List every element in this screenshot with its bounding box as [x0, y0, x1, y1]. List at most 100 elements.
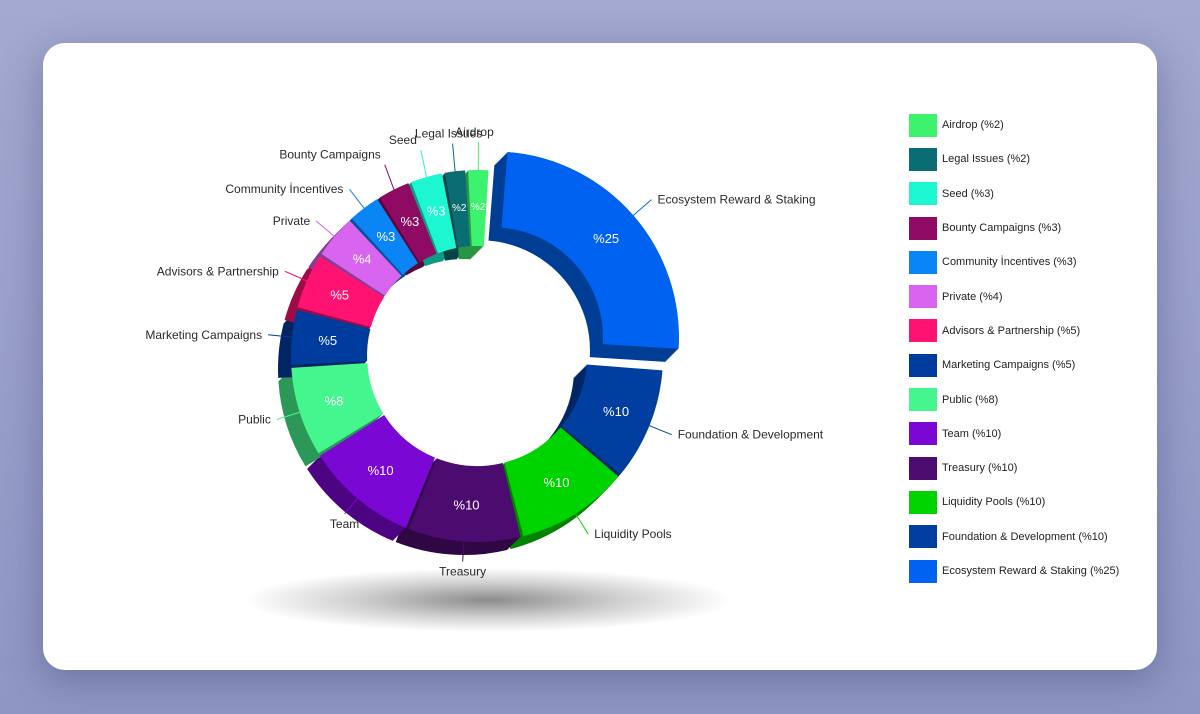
callout-line	[349, 188, 366, 211]
slice-value-label: %25	[593, 231, 619, 246]
legend-item[interactable]: Liquidity Pools (%10)	[909, 485, 1149, 519]
callout-label: Bounty Campaigns	[279, 148, 380, 162]
legend-label: Ecosystem Reward & Staking (%25)	[942, 565, 1120, 577]
legend-swatch	[909, 319, 937, 343]
callout-label: Team	[330, 517, 359, 531]
legend-item[interactable]: Seed (%3)	[909, 177, 1149, 211]
legend-swatch	[909, 388, 937, 412]
slice-value-label: %10	[368, 463, 394, 478]
legend-swatch	[909, 525, 937, 549]
slice-bounty-campaigns[interactable]	[379, 183, 437, 263]
legend-item[interactable]: Private (%4)	[909, 279, 1149, 313]
slice-community-i-ncentives[interactable]	[351, 199, 418, 275]
legend-label: Bounty Campaigns (%3)	[942, 222, 1062, 235]
legend-item[interactable]: Team (%10)	[909, 417, 1149, 451]
callout-line	[420, 149, 428, 180]
slice-value-label: %2	[452, 203, 467, 214]
legend-label: Marketing Campaigns (%5)	[942, 359, 1076, 372]
legend-swatch	[909, 285, 937, 309]
slice-value-label: %4	[353, 252, 372, 267]
slice-marketing-campaigns[interactable]	[291, 309, 371, 365]
callout-line	[276, 411, 302, 420]
legend-label: Team (%10)	[942, 427, 1002, 440]
legend-item[interactable]: Advisors & Partnership (%5)	[909, 314, 1149, 348]
callout-label: Seed	[389, 133, 417, 147]
callout-line	[315, 220, 337, 239]
slice-value-label: %3	[376, 229, 395, 244]
legend-label: Treasury (%10)	[942, 462, 1018, 475]
legend-label: Seed (%3)	[942, 187, 994, 200]
callout-label: Foundation & Development	[678, 428, 824, 442]
legend-item[interactable]: Ecosystem Reward & Staking (%25)	[909, 554, 1149, 588]
callout-line	[344, 496, 360, 515]
legend-item[interactable]: Bounty Campaigns (%3)	[909, 211, 1149, 245]
callout-line	[462, 539, 465, 562]
legend-swatch	[909, 147, 937, 171]
legend-label: Foundation & Development (%10)	[942, 530, 1108, 543]
callout-label: Advisors & Partnership	[157, 264, 279, 278]
legend-label: Public (%8)	[942, 393, 999, 406]
callout-label: Public	[238, 412, 271, 426]
legend-label: Community İncentives (%3)	[942, 256, 1077, 269]
legend-swatch	[909, 250, 937, 274]
slice-value-label: %10	[603, 404, 629, 419]
legend-swatch	[909, 216, 937, 240]
legend-item[interactable]: Public (%8)	[909, 382, 1149, 416]
legend-swatch	[909, 490, 937, 514]
callout-label: Liquidity Pools	[594, 527, 671, 541]
slice-public[interactable]	[291, 363, 384, 454]
slice-foundation-development[interactable]	[561, 364, 663, 475]
slice-value-label: %2	[471, 202, 486, 213]
legend-swatch	[909, 559, 937, 583]
callout-line	[574, 511, 589, 535]
callout-line	[268, 334, 294, 338]
callout-label: Private	[273, 214, 311, 228]
legend-swatch	[909, 422, 937, 446]
legend-item[interactable]: Foundation & Development (%10)	[909, 520, 1149, 554]
callout-line	[631, 199, 652, 218]
slice-team[interactable]	[320, 415, 435, 528]
legend-swatch	[909, 353, 937, 377]
legend-label: Liquidity Pools (%10)	[942, 496, 1046, 509]
callout-label: Airdrop	[455, 125, 494, 139]
legend-swatch	[909, 456, 937, 480]
slice-value-label: %10	[543, 475, 569, 490]
legend-label: Advisors & Partnership (%5)	[942, 324, 1081, 337]
legend-label: Airdrop (%2)	[942, 119, 1004, 132]
callout-label: Ecosystem Reward & Staking	[657, 193, 815, 207]
callout-line	[452, 143, 456, 174]
slice-private[interactable]	[321, 220, 402, 296]
legend-item[interactable]: Marketing Campaigns (%5)	[909, 348, 1149, 382]
callout-line	[647, 424, 672, 436]
legend-item[interactable]: Treasury (%10)	[909, 451, 1149, 485]
slice-treasury[interactable]	[408, 458, 521, 542]
callout-line	[284, 270, 309, 283]
slice-value-label: %3	[400, 214, 419, 229]
legend-item[interactable]: Legal Issues (%2)	[909, 142, 1149, 176]
callout-label: Community İncentives	[225, 182, 343, 196]
legend-swatch	[909, 182, 937, 206]
legend-label: Private (%4)	[942, 290, 1003, 303]
legend-label: Legal Issues (%2)	[942, 153, 1031, 166]
legend-swatch	[909, 113, 937, 137]
chart-floor-shadow	[243, 568, 733, 632]
legend-item[interactable]: Community İncentives (%3)	[909, 245, 1149, 279]
slice-airdrop[interactable]	[468, 170, 489, 247]
callout-line	[384, 164, 396, 192]
slice-advisors-partnership[interactable]	[297, 256, 385, 328]
donut-chart: Ecosystem Reward & Staking Foundation & D…	[145, 125, 824, 632]
slice-legal-issues[interactable]	[444, 170, 470, 248]
callout-label: Legal Issues	[415, 127, 482, 141]
callout-label: Marketing Campaigns	[145, 328, 262, 342]
chart-card: Ecosystem Reward & Staking Foundation & D…	[43, 43, 1157, 670]
slice-value-label: %5	[318, 333, 337, 348]
slice-value-label: %8	[325, 393, 344, 408]
legend-item[interactable]: Airdrop (%2)	[909, 108, 1149, 142]
slice-value-label: %3	[427, 204, 446, 219]
chart-legend: Airdrop (%2) Legal Issues (%2) Seed (%3) Bo…	[909, 108, 1149, 588]
slice-value-label: %5	[330, 287, 349, 302]
slice-ecosystem-reward-staking[interactable]	[501, 151, 679, 349]
slice-value-label: %10	[454, 498, 480, 513]
slice-seed[interactable]	[411, 173, 457, 254]
slice-liquidity-pools[interactable]	[504, 427, 619, 537]
